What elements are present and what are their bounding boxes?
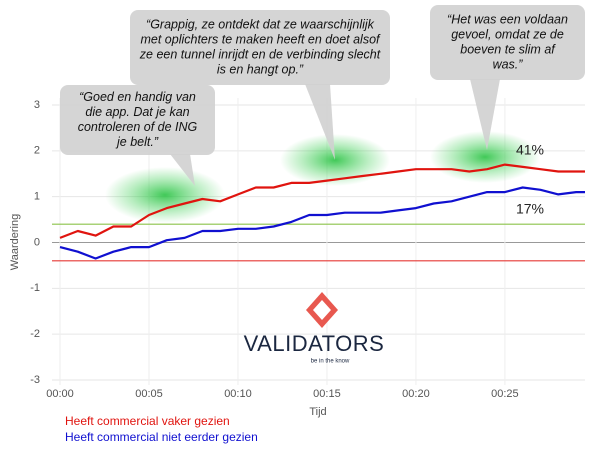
x-tick-label: 00:20 [402, 388, 430, 400]
logo-name: VALIDATORS [244, 331, 385, 356]
x-tick-label: 00:15 [313, 388, 341, 400]
callout-text: ze een tunnel inrijdt en de verbinding s… [139, 47, 381, 61]
callout-text: die app. Dat je kan [85, 105, 189, 119]
y-tick-label: -2 [30, 328, 40, 340]
legend-entry: Heeft commercial vaker gezien [65, 414, 230, 428]
x-tick-label: 00:05 [135, 388, 163, 400]
x-axis-label: Tijd [309, 406, 326, 418]
end-label: 41% [516, 142, 544, 158]
logo: VALIDATORS be in the know [244, 292, 385, 365]
callout-text: “Het was een voldaan [447, 12, 568, 26]
highlights [105, 131, 540, 223]
callout-box [60, 85, 215, 155]
callout-text: je belt.” [115, 135, 159, 149]
x-tick-label: 00:10 [224, 388, 252, 400]
series-line [59, 163, 585, 239]
callout-pointer [470, 79, 500, 150]
logo-mark [313, 300, 331, 320]
y-tick-label: 0 [34, 236, 40, 248]
y-tick-label: 3 [34, 99, 40, 111]
plot [59, 163, 585, 260]
y-tick-label: -3 [30, 374, 40, 386]
callout-text: met oplichters te maken heeft en doet al… [140, 32, 381, 46]
callout-text: “Grappig, ze ontdekt dat ze waarschijnli… [146, 17, 375, 31]
logo-tagline: be in the know [311, 359, 350, 365]
y-tick-label: 1 [34, 191, 40, 203]
legend-entry: Heeft commercial niet eerder gezien [65, 430, 258, 444]
callout-box [430, 5, 585, 80]
series-line [59, 186, 585, 260]
y-tick-label: -1 [30, 282, 40, 294]
x-tick-label: 00:25 [491, 388, 519, 400]
y-axis-label: Waardering [9, 214, 21, 270]
y-tick-label: 2 [34, 145, 40, 157]
callout-text: gevoel, omdat ze de [451, 27, 564, 41]
callout-text: boeven te slim af [460, 42, 556, 56]
callout-pointer [305, 84, 335, 160]
callout-pointer [170, 154, 195, 186]
callout-text: was.” [493, 57, 524, 71]
x-tick-label: 00:00 [46, 388, 74, 400]
callout-text: is en hangt op.” [217, 62, 304, 76]
callout-box [130, 10, 390, 85]
callout-text: controleren of de ING [78, 120, 198, 134]
highlight [105, 167, 225, 223]
end-label: 17% [516, 201, 544, 217]
callout-text: “Goed en handig van [79, 90, 196, 104]
